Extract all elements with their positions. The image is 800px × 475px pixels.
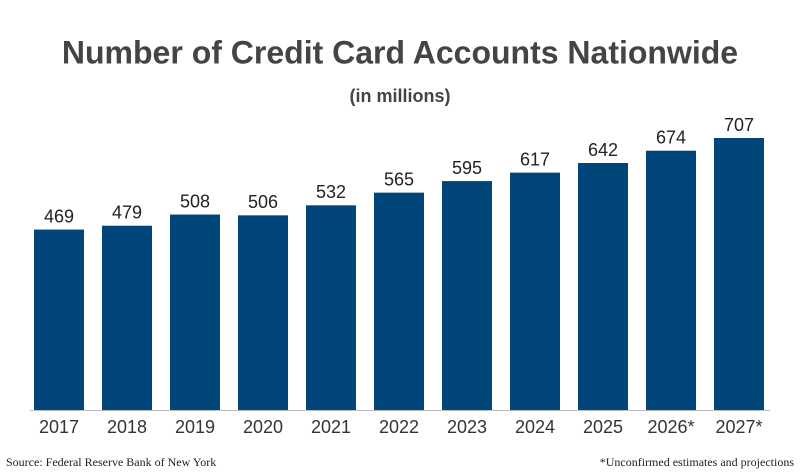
- value-label: 707: [724, 115, 754, 135]
- footnote: *Unconfirmed estimates and projections: [600, 455, 795, 469]
- x-tick-label: 2019: [175, 417, 215, 437]
- bar: [170, 214, 220, 410]
- bar: [578, 163, 628, 410]
- value-label: 532: [316, 182, 346, 202]
- bar: [714, 138, 764, 410]
- value-label: 506: [248, 192, 278, 212]
- x-tick-label: 2023: [447, 417, 487, 437]
- bar: [646, 150, 696, 410]
- value-label: 617: [520, 149, 550, 169]
- bar: [34, 229, 84, 410]
- bar: [238, 215, 288, 410]
- value-label: 479: [112, 202, 142, 222]
- x-tick-label: 2027*: [715, 417, 762, 437]
- x-tick-label: 2021: [311, 417, 351, 437]
- bar: [510, 172, 560, 410]
- value-label: 674: [656, 127, 686, 147]
- chart-subtitle: (in millions): [350, 86, 451, 106]
- value-label: 469: [44, 206, 74, 226]
- bar: [306, 205, 356, 410]
- bar: [374, 192, 424, 410]
- chart-title: Number of Credit Card Accounts Nationwid…: [62, 34, 738, 70]
- x-tick-label: 2026*: [647, 417, 694, 437]
- x-tick-label: 2022: [379, 417, 419, 437]
- value-label: 642: [588, 140, 618, 160]
- value-label: 565: [384, 169, 414, 189]
- x-tick-label: 2025: [583, 417, 623, 437]
- bar: [442, 181, 492, 410]
- x-tick-label: 2020: [243, 417, 283, 437]
- x-tick-label: 2017: [39, 417, 79, 437]
- value-label: 595: [452, 158, 482, 178]
- value-label: 508: [180, 191, 210, 211]
- bar: [102, 225, 152, 410]
- x-tick-label: 2024: [515, 417, 555, 437]
- source-note: Source: Federal Reserve Bank of New York: [6, 455, 216, 469]
- x-tick-label: 2018: [107, 417, 147, 437]
